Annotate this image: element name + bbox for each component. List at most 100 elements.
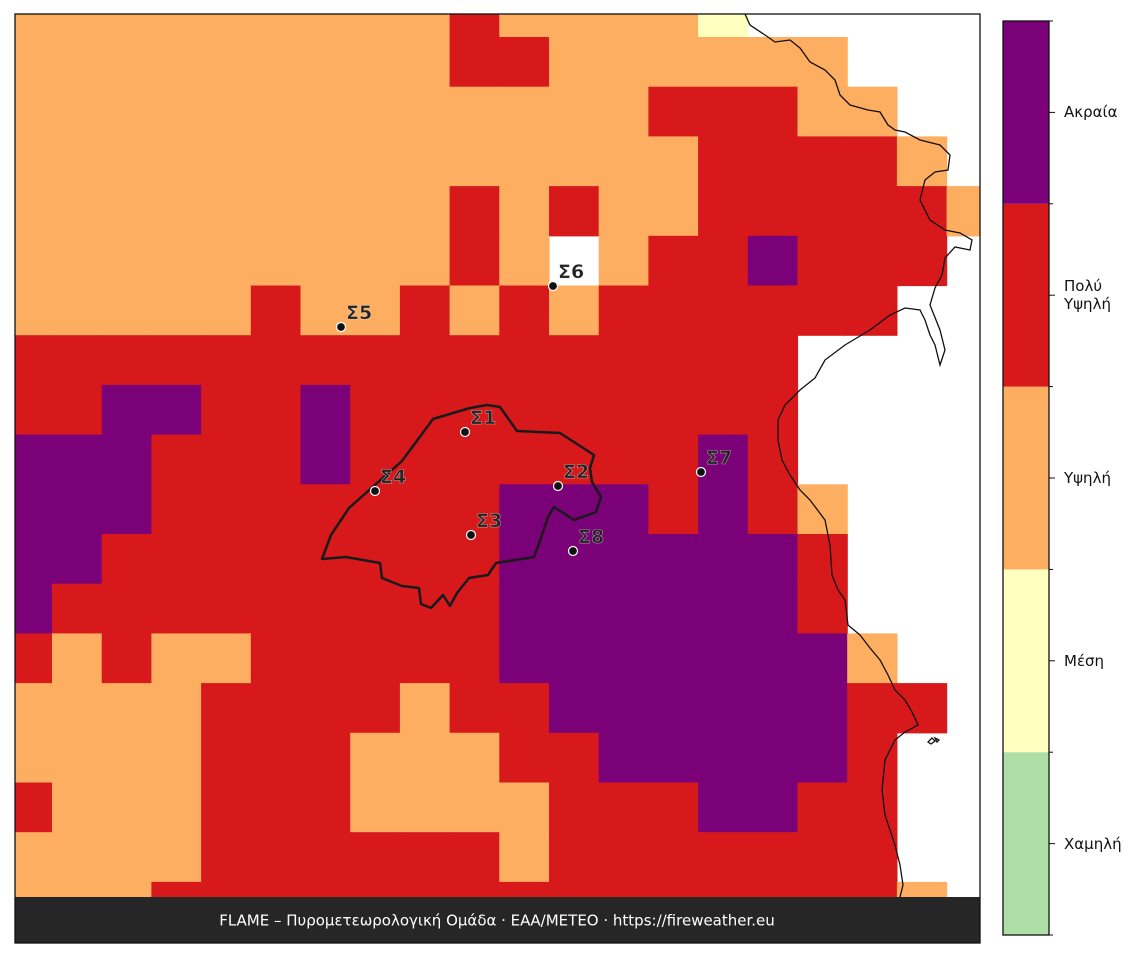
grid-cell	[847, 683, 898, 734]
grid-cell	[449, 86, 500, 137]
grid-cell	[350, 832, 401, 883]
grid-cell	[350, 335, 401, 386]
grid-cell	[847, 235, 898, 287]
grid-cell	[399, 86, 451, 137]
grid-cell	[250, 633, 302, 684]
grid-cell	[648, 434, 699, 485]
grid-cell	[250, 732, 302, 784]
grid-cell	[300, 235, 351, 287]
grid-cell	[300, 434, 351, 485]
grid-cell	[101, 14, 152, 38]
grid-cell	[797, 832, 848, 883]
grid-cell	[797, 633, 848, 684]
grid-cell	[350, 285, 401, 336]
grid-cell	[499, 683, 550, 734]
grid-cell	[648, 285, 699, 336]
grid-cell	[201, 732, 252, 784]
grid-cell	[499, 86, 550, 137]
grid-cell	[201, 534, 252, 585]
grid-cell	[201, 583, 252, 634]
colorbar-swatch	[1003, 21, 1049, 204]
grid-cell	[598, 583, 649, 634]
grid-cell	[847, 136, 898, 187]
grid-cell	[201, 335, 252, 386]
grid-cell	[101, 434, 152, 485]
grid-cell	[698, 434, 749, 485]
grid-cell	[449, 683, 500, 734]
grid-cell	[598, 683, 649, 734]
grid-cell	[52, 14, 103, 38]
grid-cell	[549, 633, 600, 684]
grid-cell	[151, 14, 202, 38]
grid-cell	[698, 186, 749, 237]
grid-cell	[847, 285, 898, 336]
grid-cell	[399, 434, 451, 485]
grid-cell	[52, 782, 103, 833]
grid-cell	[648, 235, 699, 287]
map-frame	[14, 13, 981, 944]
grid-cell	[698, 683, 749, 734]
grid-cell	[499, 881, 550, 897]
grid-cell	[549, 186, 600, 237]
grid-cell	[52, 136, 103, 187]
grid-cell	[747, 384, 799, 436]
grid-cell	[598, 186, 649, 237]
grid-cell	[300, 782, 351, 833]
grid-cell	[151, 37, 202, 88]
grid-cell	[399, 633, 451, 684]
grid-cell	[151, 335, 202, 386]
grid-cell	[698, 86, 749, 137]
grid-cell	[499, 186, 550, 237]
grid-cell	[499, 633, 550, 684]
grid-cell	[499, 335, 550, 386]
grid-cell	[350, 186, 401, 237]
grid-cell	[797, 782, 848, 833]
colorbar-label: Πολύ Υψηλή	[1064, 277, 1111, 314]
grid-cell	[52, 335, 103, 386]
grid-cell	[250, 14, 302, 38]
grid-cell	[52, 633, 103, 684]
grid-cell	[648, 484, 699, 535]
grid-cell	[201, 14, 252, 38]
grid-cell	[549, 86, 600, 137]
grid-cell	[499, 235, 550, 287]
station-label: Σ8	[578, 526, 604, 548]
grid-cell	[648, 186, 699, 237]
grid-cell	[52, 285, 103, 336]
grid-cell	[449, 335, 500, 386]
grid-cell	[648, 633, 699, 684]
grid-cell	[449, 484, 500, 535]
grid-cell	[648, 683, 699, 734]
grid-cell	[201, 37, 252, 88]
grid-cell	[101, 732, 152, 784]
grid-cell	[52, 37, 103, 88]
grid-cell	[598, 782, 649, 833]
grid-cell	[101, 285, 152, 336]
grid-cell	[101, 235, 152, 287]
grid-cell	[648, 583, 699, 634]
grid-cell	[449, 782, 500, 833]
grid-cell	[698, 484, 749, 535]
attica-boundary	[320, 403, 603, 610]
grid-cell	[449, 186, 500, 237]
station-dot	[547, 280, 559, 292]
station-label: Σ3	[476, 510, 502, 532]
grid-cell	[847, 186, 898, 237]
grid-cell	[598, 335, 649, 386]
grid-cell	[499, 285, 550, 336]
grid-cell	[598, 285, 649, 336]
grid-cell	[350, 782, 401, 833]
grid-cell	[300, 86, 351, 137]
grid-cell	[797, 732, 848, 784]
grid-cell	[52, 832, 103, 883]
grid-cell	[598, 732, 649, 784]
grid-cell	[350, 732, 401, 784]
stations: Σ1 Σ2 Σ3 Σ4 Σ5 Σ6 Σ7 Σ8	[335, 261, 733, 557]
grid-cell	[151, 434, 202, 485]
grid-cell	[747, 732, 799, 784]
colorbar	[1002, 20, 1055, 936]
station-dot	[369, 485, 381, 497]
grid-cell	[847, 832, 898, 883]
